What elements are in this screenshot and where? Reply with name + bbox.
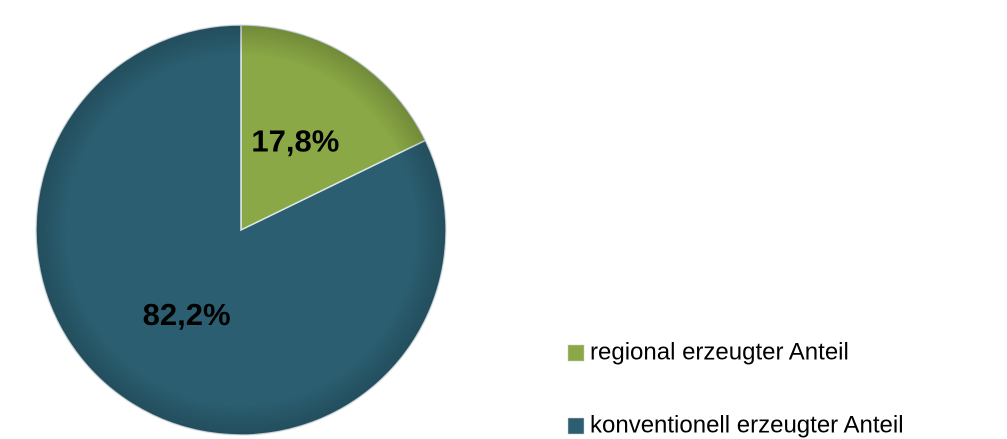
- legend-swatch: [567, 417, 585, 435]
- legend-label: regional erzeugter Anteil: [590, 338, 849, 365]
- data-label: 17,8%: [251, 123, 339, 158]
- legend-swatch: [567, 344, 585, 362]
- data-label: 82,2%: [143, 297, 231, 332]
- legend-label: konventionell erzeugter Anteil: [590, 411, 904, 438]
